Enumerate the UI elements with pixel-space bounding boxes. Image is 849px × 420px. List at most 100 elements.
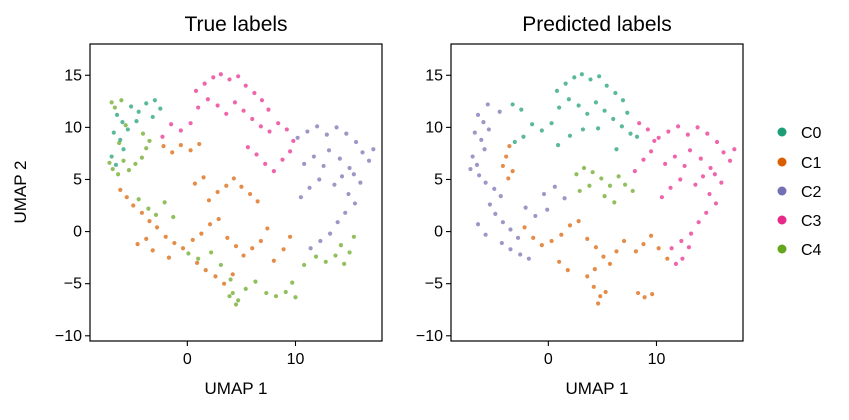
point-c3 [271,169,276,174]
point-c1 [665,256,670,261]
legend-marker-c2 [777,186,787,196]
point-c2 [298,195,303,200]
point-c1 [576,219,581,224]
point-c4 [599,176,604,181]
legend-marker-c3 [777,215,787,225]
point-c2 [337,156,342,161]
point-c1 [216,216,221,222]
point-c3 [632,169,637,174]
point-c3 [719,180,724,185]
point-c0 [152,98,157,103]
point-c0 [597,74,602,79]
point-c1 [510,169,515,174]
point-c3 [682,163,687,169]
point-c2 [562,196,567,201]
point-c1 [549,238,554,244]
point-c4 [112,105,117,110]
point-c4 [121,158,126,163]
point-c2 [353,139,359,145]
point-c1 [154,225,160,230]
point-c4 [342,261,347,266]
y-tick-label: 10 [64,119,82,136]
point-c2 [497,109,502,114]
point-c1 [139,210,145,215]
point-c4 [116,172,121,177]
point-c0 [613,90,618,96]
point-c2 [545,207,550,212]
point-c3 [695,125,700,130]
point-c4 [227,294,232,299]
y-tick-label: −10 [55,328,82,345]
point-c1 [585,236,590,241]
point-c3 [284,127,289,132]
point-c4 [218,262,223,268]
point-c4 [243,286,248,291]
point-c1 [250,246,255,251]
legend: C0 C1 C2 C3 C4 [777,125,822,259]
point-c1 [135,241,140,247]
point-c0 [625,110,630,115]
point-c2 [508,227,513,232]
point-c0 [125,127,130,132]
point-c0 [585,111,590,116]
point-c0 [521,134,526,139]
point-c3 [259,98,265,103]
point-c1 [163,234,168,239]
point-c3 [707,191,712,197]
point-c0 [614,147,619,152]
predicted-labels-panel: Predicted labels UMAP 1 0 10 −10 −5 0 5 10 15 [416,13,744,398]
point-c3 [193,88,199,93]
point-c1 [265,226,270,231]
x-tick-label: 10 [287,351,305,368]
points-layer [107,72,376,307]
point-c2 [483,180,488,185]
point-c1 [150,248,155,253]
point-c1 [207,222,213,227]
point-c1 [203,268,208,273]
point-c1 [287,234,293,239]
point-c2 [335,220,340,225]
point-c0 [530,122,535,127]
point-c4 [338,243,343,248]
point-c0 [150,114,155,120]
point-c1 [170,150,175,155]
point-c1 [239,184,244,189]
true-labels-panel: True labels UMAP 2 UMAP 1 0 10 −10 −5 0 5 10 15 [11,13,383,398]
point-c3 [245,145,250,150]
point-c2 [347,165,352,171]
point-c4 [171,214,176,220]
point-c1 [190,237,195,243]
point-c2 [326,148,332,153]
point-c0 [557,105,562,110]
point-c1 [642,295,647,300]
point-c2 [485,102,490,107]
point-c0 [134,119,139,124]
point-c3 [243,83,248,88]
y-tick-label: −10 [416,328,443,345]
point-c0 [572,75,577,80]
point-c4 [126,167,132,173]
point-c3 [291,138,296,144]
point-c2 [317,177,322,182]
point-c4 [623,182,628,187]
point-c3 [712,172,717,177]
point-c3 [648,149,654,154]
y-tick-label: 0 [434,224,443,241]
point-c4 [630,188,635,194]
point-c2 [344,131,349,136]
point-c2 [318,238,323,244]
point-c4 [123,123,128,128]
point-c0 [588,77,593,82]
point-c4 [612,200,617,205]
point-c4 [293,295,298,300]
legend-marker-c0 [777,127,787,137]
point-c2 [552,184,557,189]
point-c1 [118,187,123,192]
point-c2 [500,220,506,225]
point-c2 [327,231,333,236]
point-c0 [144,101,149,106]
y-tick-label: 0 [73,224,82,241]
point-c2 [481,120,486,125]
point-c4 [109,100,114,105]
